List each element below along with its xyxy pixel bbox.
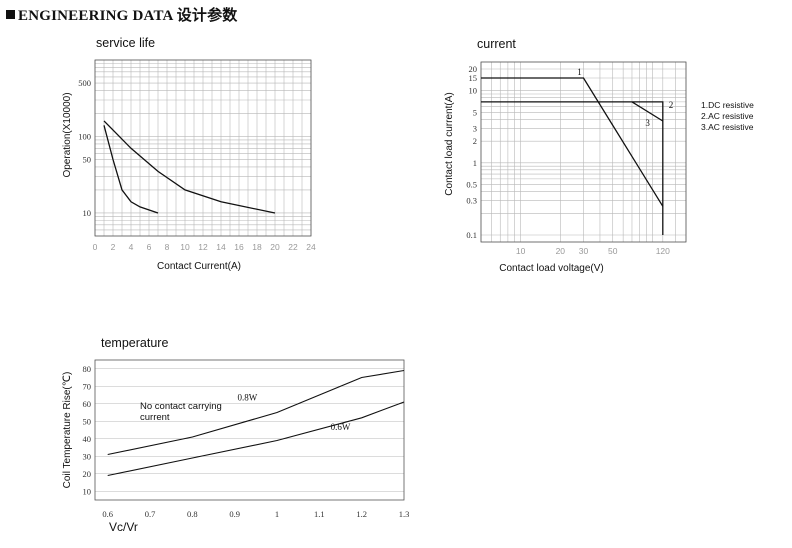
series-0-8w-line: [107, 369, 405, 456]
y-tick-label: 1: [473, 158, 477, 168]
y-tick-label: 40: [83, 434, 92, 444]
x-tick-label: 20: [556, 246, 566, 256]
x-tick-label: 22: [288, 242, 298, 252]
y-tick-label: 5: [473, 107, 477, 117]
curve-1-dc-resistive: [481, 77, 664, 207]
y-tick-label: 60: [83, 399, 92, 409]
y-tick-label: 15: [469, 73, 478, 83]
y-axis-label: Coil Temperature Rise(℃): [62, 372, 73, 489]
x-tick-label: 12: [198, 242, 208, 252]
x-tick-label: 2: [111, 242, 116, 252]
x-axis-label: Contact Current(A): [157, 261, 241, 272]
x-tick-label: 1: [275, 509, 279, 519]
y-axis-label: Contact load current(A): [444, 92, 455, 195]
x-tick-label: 24: [306, 242, 316, 252]
x-tick-label: 18: [252, 242, 262, 252]
y-tick-label: 10: [83, 486, 92, 496]
x-tick-label: 0.9: [229, 509, 240, 519]
y-tick-label: 10: [83, 208, 92, 218]
x-tick-label: 4: [129, 242, 134, 252]
y-axis-label: Operation(X10000): [62, 92, 73, 177]
legend-entry: 2.AC resistive: [701, 111, 754, 121]
y-tick-label: 70: [83, 381, 92, 391]
x-tick-label: 0.6: [102, 509, 113, 519]
square-bullet-icon: [6, 10, 15, 19]
temperature-title: temperature: [101, 336, 169, 350]
y-tick-label: 0.1: [466, 230, 477, 240]
legend-entry: 3.AC resistive: [701, 122, 754, 132]
service-life-title: service life: [96, 36, 156, 50]
y-tick-label: 50: [83, 416, 92, 426]
y-tick-label: 50: [83, 155, 92, 165]
x-axis-label: Vc/Vr: [109, 520, 138, 534]
x-tick-label: 16: [234, 242, 244, 252]
legend-entry: 1.DC resistive: [701, 100, 754, 110]
x-tick-label: 10: [180, 242, 190, 252]
annotation-line: No contact carrying: [140, 401, 222, 412]
y-tick-label: 80: [83, 364, 92, 374]
series-label: 0.6W: [331, 422, 351, 432]
plot-frame: [480, 61, 687, 243]
y-tick-label: 20: [83, 469, 92, 479]
life-curve-steep: [103, 125, 159, 214]
x-tick-label: 0.8: [187, 509, 198, 519]
y-tick-label: 30: [83, 451, 92, 461]
y-tick-label: 20: [469, 64, 478, 74]
x-tick-label: 14: [216, 242, 226, 252]
curve-number-label: 1: [577, 67, 582, 77]
series-0-6w-line: [107, 401, 405, 477]
series-label: 0.8W: [238, 392, 258, 402]
y-tick-label: 0.5: [466, 180, 477, 190]
section-title: ENGINEERING DATA 设计参数: [18, 8, 238, 24]
y-tick-label: 100: [78, 131, 91, 141]
y-tick-label: 0.3: [466, 196, 477, 206]
y-tick-label: 10: [469, 86, 478, 96]
x-tick-label: 30: [579, 246, 589, 256]
y-tick-label: 3: [473, 123, 477, 133]
x-tick-label: 0: [93, 242, 98, 252]
y-tick-label: 2: [473, 136, 477, 146]
annotation-line: current: [140, 412, 170, 423]
x-axis-label: Contact load voltage(V): [499, 263, 604, 274]
x-tick-label: 1.1: [314, 509, 325, 519]
section-header: ENGINEERING DATA 设计参数: [6, 4, 238, 25]
x-tick-label: 50: [608, 246, 618, 256]
x-tick-label: 20: [270, 242, 280, 252]
x-tick-label: 0.7: [145, 509, 156, 519]
current-title: current: [477, 37, 516, 51]
life-curve-shallow: [103, 120, 276, 214]
x-tick-label: 120: [656, 246, 670, 256]
x-tick-label: 8: [165, 242, 170, 252]
y-tick-label: 500: [78, 78, 91, 88]
curve-3-ac-resistive: [631, 101, 664, 122]
x-tick-label: 6: [147, 242, 152, 252]
x-tick-label: 1.3: [399, 509, 410, 519]
plot-frame: [94, 359, 405, 501]
curve-number-label: 2: [669, 100, 674, 110]
curve-number-label: 3: [645, 118, 650, 128]
plot-frame: [94, 59, 312, 237]
curve-2-ac-resistive: [481, 101, 664, 235]
x-tick-label: 1.2: [356, 509, 367, 519]
x-tick-label: 10: [516, 246, 526, 256]
